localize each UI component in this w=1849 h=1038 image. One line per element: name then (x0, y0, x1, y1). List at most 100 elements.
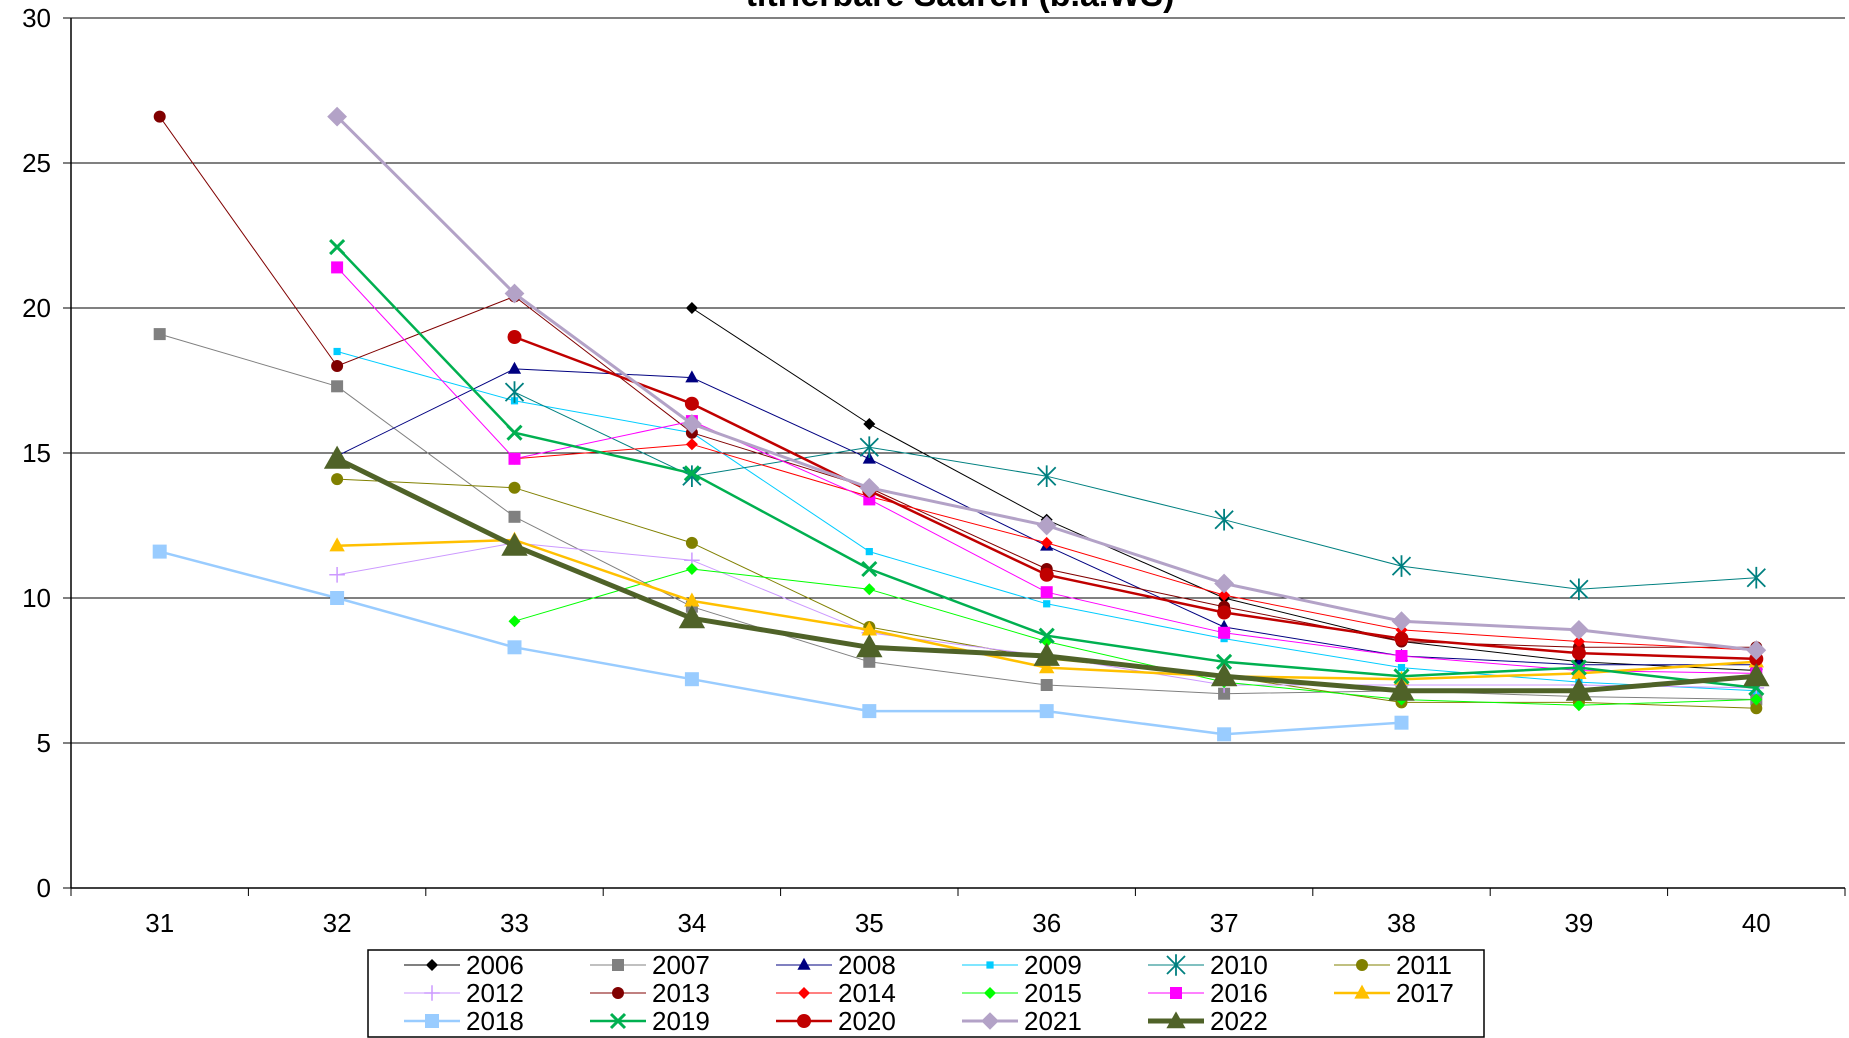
data-point-2019 (1038, 627, 1055, 644)
data-point-2021 (327, 106, 347, 127)
data-point-2022 (678, 605, 706, 629)
legend-marker (1170, 987, 1182, 999)
legend-label: 2016 (1210, 978, 1268, 1008)
legend-marker (1356, 959, 1368, 971)
data-point-2014 (685, 438, 698, 451)
data-point-2019 (1570, 659, 1587, 676)
data-point-2018 (862, 704, 877, 719)
data-point-2008 (685, 370, 699, 383)
series-2018 (152, 544, 1409, 742)
legend-marker (797, 957, 811, 970)
data-point-2007 (331, 380, 344, 393)
data-point-2007 (153, 328, 166, 341)
legend-label: 2008 (838, 950, 896, 980)
data-point-2022 (1210, 663, 1238, 687)
legend-label: 2012 (466, 978, 524, 1008)
data-point-2010 (1746, 566, 1766, 589)
legend-marker (798, 987, 810, 999)
data-point-2022 (1388, 677, 1415, 701)
legend-item-2010: 2010 (1148, 950, 1268, 980)
data-point-2010 (859, 436, 879, 458)
legend-label: 2010 (1210, 950, 1268, 980)
data-point-2013 (153, 110, 166, 123)
data-point-2021 (1569, 620, 1589, 640)
data-point-2009 (1397, 664, 1406, 672)
y-tick-label: 30 (22, 3, 51, 33)
legend-item-2011: 2011 (1334, 950, 1452, 980)
data-point-2019 (1216, 653, 1233, 670)
data-point-2017 (861, 621, 877, 636)
series-line-2013 (159, 116, 1757, 648)
data-point-2007 (1040, 679, 1053, 691)
legend-item-2018: 2018 (404, 1006, 524, 1036)
y-tick-label: 20 (22, 293, 51, 323)
data-point-2017 (1039, 659, 1055, 674)
data-point-2015 (1750, 693, 1763, 706)
data-point-2018 (1394, 715, 1409, 730)
legend-marker (984, 987, 996, 999)
data-point-2012 (329, 567, 345, 583)
data-point-2014 (1572, 635, 1585, 648)
data-point-2019 (506, 424, 523, 441)
legend-item-2014: 2014 (776, 978, 896, 1008)
data-point-2018 (330, 591, 345, 605)
data-point-2021 (1214, 573, 1234, 594)
data-point-2020 (1039, 567, 1054, 582)
legend-box (367, 949, 1485, 1038)
legend-label: 2015 (1024, 978, 1082, 1008)
data-point-2009 (333, 347, 341, 356)
data-point-2020 (1394, 631, 1409, 646)
legend-label: 2014 (838, 978, 896, 1008)
legend-item-2006: 2006 (404, 950, 524, 980)
data-point-2016 (1218, 626, 1231, 639)
data-point-2007 (1218, 687, 1231, 700)
data-point-2022 (323, 445, 351, 469)
x-tick-label: 35 (855, 908, 884, 938)
legend-item-2020: 2020 (776, 1006, 896, 1036)
series-line-2018 (159, 550, 1402, 736)
data-point-2010 (1037, 465, 1057, 487)
data-point-2010 (1569, 578, 1589, 601)
data-point-2011 (331, 473, 344, 486)
legend-label: 2013 (652, 978, 710, 1008)
legend-label: 2007 (652, 950, 710, 980)
data-point-2019 (329, 239, 346, 256)
data-point-2017 (1571, 665, 1587, 679)
legend-item-2022: 2022 (1148, 1006, 1268, 1036)
x-tick-label: 39 (1564, 908, 1593, 938)
gridlines (71, 17, 1845, 744)
data-point-2021 (682, 414, 702, 434)
legend-label: 2022 (1210, 1006, 1268, 1036)
data-point-2011 (508, 481, 521, 494)
data-point-2015 (1572, 699, 1585, 712)
legend-item-2015: 2015 (962, 978, 1082, 1008)
data-point-2017 (329, 537, 345, 552)
data-point-2019 (1393, 668, 1410, 685)
y-tick-label: 5 (37, 728, 51, 758)
data-point-2010 (1214, 508, 1234, 531)
data-point-2018 (152, 544, 167, 559)
data-point-2020 (684, 396, 699, 411)
series-line-2007 (159, 333, 1757, 700)
legend-label: 2020 (838, 1006, 896, 1036)
legend-marker (612, 959, 624, 971)
series-2019 (329, 239, 1765, 696)
series-2010 (504, 381, 1766, 601)
legend-item-2009: 2009 (962, 950, 1082, 980)
x-tick-label: 38 (1387, 908, 1416, 938)
data-point-2008 (507, 361, 522, 374)
series-line-2015 (514, 568, 1757, 706)
data-point-2018 (684, 672, 699, 687)
data-point-2022 (501, 532, 528, 556)
legend-label: 2017 (1396, 978, 1454, 1008)
series-line-2010 (514, 391, 1757, 590)
legend-item-2021: 2021 (962, 1006, 1082, 1036)
data-point-2021 (504, 283, 525, 304)
data-point-2010 (1391, 555, 1412, 577)
data-point-2016 (331, 261, 344, 274)
data-point-2007 (508, 510, 521, 523)
data-point-2016 (1395, 650, 1408, 662)
data-point-2010 (682, 465, 702, 487)
legend-item-2017: 2017 (1334, 978, 1454, 1008)
series-group (152, 106, 1770, 742)
